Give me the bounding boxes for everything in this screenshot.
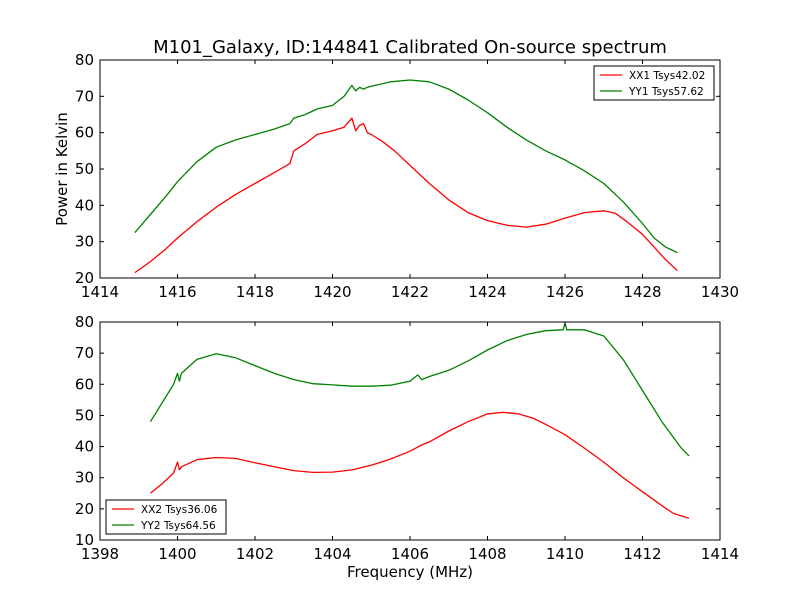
x-tick-label: 1410	[546, 545, 584, 563]
plot-panel-1: 1414 1416 1418 1420 1422 1424 1426 1428 1430 20 30…	[53, 51, 739, 301]
figure-title: M101_Galaxy, ID:144841 Calibrated On-sou…	[153, 37, 667, 58]
y-tick-label: 80	[75, 51, 94, 69]
x-tick-label: 1428	[623, 283, 661, 301]
x-tick-label: 1424	[468, 283, 506, 301]
plot-panel-2: 1398 1400 1402 1404 1406 1408 1410 1412 1414 10 20…	[75, 313, 739, 563]
x-tick-label: 1422	[391, 283, 429, 301]
y-tick-label: 80	[75, 313, 94, 331]
x-tick-label: 1430	[701, 283, 739, 301]
x-tick-label: 1416	[158, 283, 196, 301]
series-line-2-1	[149, 411, 690, 519]
y-tick-label: 50	[75, 406, 94, 424]
x-tick-label: 1426	[546, 283, 584, 301]
x-axis-label: Frequency (MHz)	[347, 563, 473, 581]
x-tick-label: 1408	[468, 545, 506, 563]
legend-label: XX1 Tsys42.02	[629, 70, 705, 82]
y-tick-label: 30	[75, 469, 94, 487]
y-axis-label: Power in Kelvin	[53, 112, 71, 226]
legend-box	[593, 65, 715, 101]
y-tick-label: 20	[75, 269, 94, 287]
x-tick-label: 1402	[236, 545, 274, 563]
series-line-1-2	[134, 79, 678, 254]
series-line-2-2	[149, 322, 690, 457]
x-tick-label: 1418	[236, 283, 274, 301]
x-tick-label: 1400	[158, 545, 196, 563]
x-tick-label: 1398	[81, 545, 119, 563]
legend-box	[105, 499, 227, 535]
y-tick-label: 60	[75, 375, 94, 393]
x-tick-label: 1414	[81, 283, 119, 301]
y-tick-label: 30	[75, 233, 94, 251]
legend-label: YY1 Tsys57.62	[628, 86, 704, 98]
series-line-1-1	[134, 117, 678, 274]
y-tick-label: 70	[75, 344, 94, 362]
x-tick-label: 1412	[623, 545, 661, 563]
y-tick-label: 70	[75, 87, 94, 105]
legend-label: XX2 Tsys36.06	[141, 504, 218, 516]
y-tick-label: 60	[75, 124, 94, 142]
y-tick-label: 50	[75, 160, 94, 178]
y-tick-label: 20	[75, 500, 94, 518]
y-tick-label: 40	[75, 196, 94, 214]
x-tick-label: 1406	[391, 545, 429, 563]
legend: XX1 Tsys42.02 YY1 Tsys57.62	[593, 65, 715, 101]
x-tick-label: 1420	[313, 283, 351, 301]
legend: XX2 Tsys36.06 YY2 Tsys64.56	[105, 499, 227, 535]
x-tick-label: 1404	[313, 545, 351, 563]
y-tick-label: 10	[75, 531, 94, 549]
legend-label: YY2 Tsys64.56	[140, 520, 216, 532]
y-tick-label: 40	[75, 438, 94, 456]
x-tick-label: 1414	[701, 545, 739, 563]
